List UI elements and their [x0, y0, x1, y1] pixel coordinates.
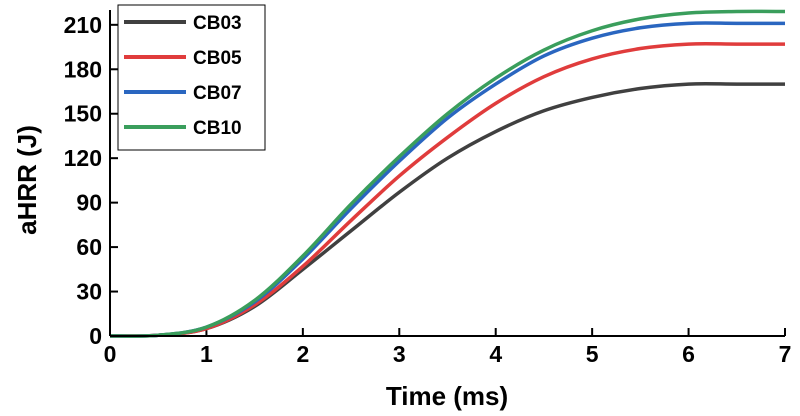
legend-label: CB10	[193, 118, 242, 139]
y-tick-label: 180	[64, 56, 102, 82]
x-tick-label: 7	[779, 341, 792, 367]
y-tick-label: 150	[64, 101, 102, 127]
legend-label: CB03	[193, 13, 242, 34]
x-axis-label: Time (ms)	[386, 381, 508, 411]
y-tick-label: 30	[76, 279, 102, 305]
x-tick-label: 6	[682, 341, 695, 367]
y-tick-label: 0	[89, 323, 102, 349]
x-tick-label: 0	[104, 341, 117, 367]
x-tick-label: 5	[586, 341, 599, 367]
y-tick-label: 210	[64, 12, 102, 38]
y-tick-label: 60	[76, 234, 102, 260]
legend-label: CB05	[193, 48, 242, 69]
y-axis-label: aHRR (J)	[12, 125, 42, 235]
line	[109, 9, 786, 338]
y-tick-label: 120	[64, 145, 102, 171]
x-tick-label: 1	[200, 341, 213, 367]
x-tick-label: 2	[296, 341, 309, 367]
x-tick-label: 4	[489, 341, 502, 367]
y-tick-label: 90	[76, 190, 102, 216]
x-tick-label: 3	[393, 341, 406, 367]
legend-label: CB07	[193, 83, 242, 104]
